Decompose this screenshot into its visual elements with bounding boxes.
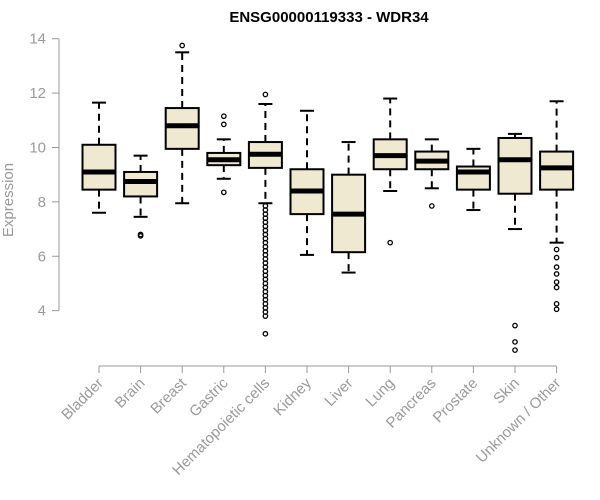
box-prostate	[455, 147, 491, 212]
iqr-box	[539, 150, 575, 191]
iqr-box	[497, 136, 533, 195]
outlier-point	[553, 254, 560, 261]
x-tick-label: Liver	[321, 375, 356, 410]
chart-title: ENSG00000119333 - WDR34	[229, 9, 429, 26]
outlier-point	[512, 347, 518, 353]
x-tick-label: Breast	[147, 374, 190, 417]
y-tick-label: 14	[29, 31, 46, 48]
outlier-point	[553, 246, 560, 253]
outlier-point	[179, 42, 186, 49]
outlier-point	[553, 264, 560, 270]
outlier-point	[512, 339, 518, 345]
x-tick-label: Skin	[490, 375, 523, 408]
outlier-point	[553, 306, 560, 313]
box-lung	[372, 97, 408, 246]
outlier-point	[262, 91, 269, 98]
iqr-box	[81, 143, 117, 191]
x-tick-label: Prostate	[430, 375, 482, 427]
box-kidney	[289, 109, 325, 256]
outlier-point	[137, 233, 144, 239]
y-tick-label: 10	[29, 139, 46, 156]
outlier-point	[387, 239, 394, 246]
x-tick-label: Kidney	[270, 374, 315, 419]
box-unknown-other	[539, 100, 575, 313]
iqr-box	[123, 170, 159, 198]
y-tick-label: 8	[38, 194, 46, 211]
x-tick-label: Bladder	[58, 375, 107, 424]
y-axis: 4 6 8 10 12 14	[29, 31, 60, 320]
y-tick-label: 6	[38, 248, 46, 265]
iqr-box	[164, 107, 200, 150]
box-brain	[123, 154, 159, 239]
box-hematopoietic-cells	[247, 91, 283, 337]
box-bladder	[81, 101, 117, 214]
outlier-point	[512, 322, 518, 329]
box-liver	[331, 141, 367, 274]
y-axis-label: Expression	[0, 163, 17, 237]
box-pancreas	[414, 138, 450, 209]
outlier-point	[553, 271, 560, 277]
outlier-point	[220, 189, 227, 196]
outlier-point	[553, 284, 560, 291]
outlier-point	[220, 113, 227, 120]
box-skin	[497, 132, 533, 353]
box-breast	[164, 42, 200, 205]
y-tick-label: 4	[38, 303, 46, 320]
outlier-point	[262, 313, 269, 319]
x-tick-label: Brain	[112, 375, 149, 412]
outlier-point	[220, 121, 227, 128]
outlier-point	[262, 330, 269, 337]
x-tick-label: Lung	[362, 375, 398, 411]
outlier-point	[553, 279, 560, 285]
y-tick-label: 12	[29, 85, 46, 102]
boxes-group	[81, 42, 575, 353]
outlier-point	[428, 203, 435, 209]
box-gastric	[206, 113, 242, 196]
outlier-point	[553, 301, 560, 307]
